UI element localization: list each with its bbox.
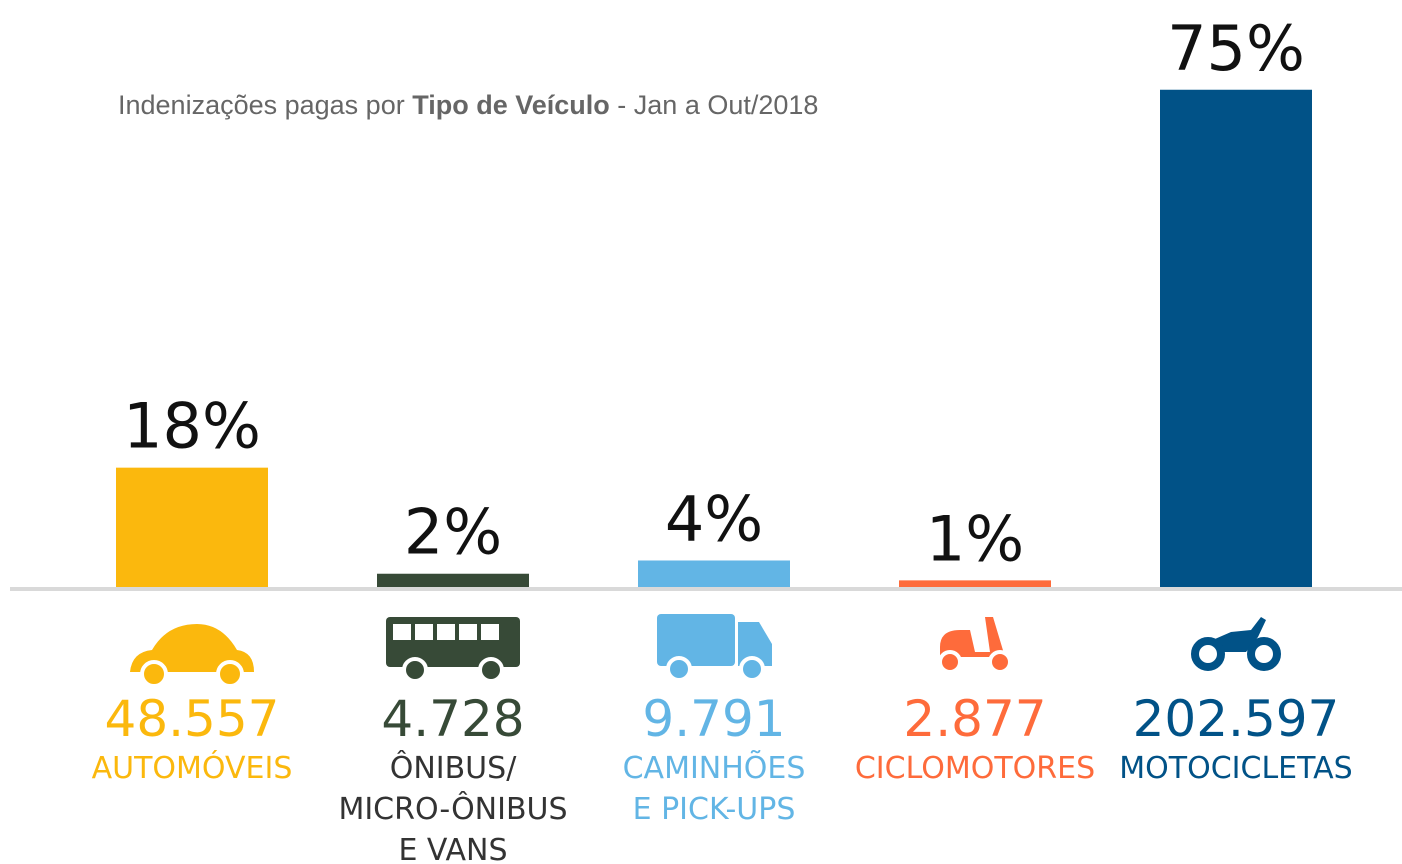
chart-title: Indenizações pagas por Tipo de Veículo -… [118,90,818,120]
icon [657,614,772,682]
icon-wheel [478,657,504,683]
category-label: ÔNIBUS/ [390,749,517,786]
value-label: 18% [123,390,261,463]
icon [1191,617,1281,671]
icon-wheel [666,656,692,682]
bar [638,560,790,587]
value-label: 1% [926,502,1024,575]
icon-shape [130,624,254,672]
category-label: MICRO-ÔNIBUS [338,790,567,827]
icon-shape [738,622,772,666]
bar [1160,89,1312,587]
icon-wheel [402,657,428,683]
bar [116,467,268,587]
bar [377,573,529,587]
count-label: 48.557 [105,690,280,748]
icon-shape [940,617,1005,657]
title-part: - Jan a Out/2018 [617,90,818,120]
icon [130,624,254,688]
icon-wheel [988,650,1012,674]
icon-wheel [216,660,244,688]
value-label: 75% [1167,12,1305,85]
icon-shape [657,614,735,666]
value-label: 2% [404,496,502,569]
icon [938,617,1012,674]
icon [386,617,520,683]
category-label: E VANS [398,833,507,864]
icon-window [437,624,455,640]
count-label: 9.791 [642,690,785,748]
count-label: 4.728 [381,690,524,748]
icon-window [393,624,411,640]
category-label: CAMINHÕES [623,749,806,786]
category-label: CICLOMOTORES [855,751,1095,786]
title-bold: Tipo de Veículo [412,90,610,120]
bar [899,580,1051,587]
category-label: AUTOMÓVEIS [92,749,293,786]
count-label: 202.597 [1133,690,1340,748]
icon-window [415,624,433,640]
icon-window [481,624,499,640]
title-part: Indenizações pagas por [118,90,405,120]
category-label: E PICK-UPS [633,792,796,827]
count-label: 2.877 [903,690,1046,748]
category-label: MOTOCICLETAS [1119,751,1352,786]
icon-wheel [1191,637,1225,671]
icon-wheel [938,650,962,674]
value-label: 4% [665,482,763,555]
icon-wheel [1247,637,1281,671]
icon-wheel [140,660,168,688]
icon-wheel [739,656,765,682]
icon-window [459,624,477,640]
